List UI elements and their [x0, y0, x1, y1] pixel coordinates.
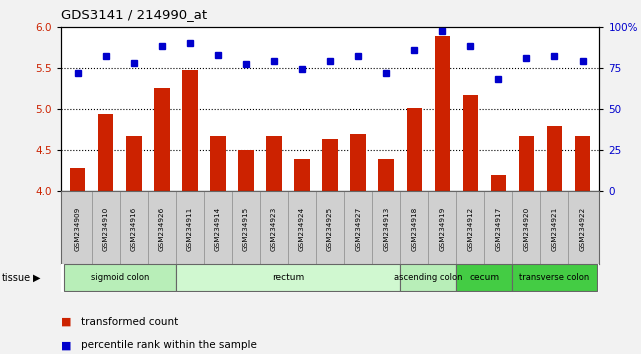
Text: GSM234909: GSM234909 — [75, 207, 81, 251]
Text: GSM234919: GSM234919 — [439, 207, 445, 251]
Text: transformed count: transformed count — [81, 317, 179, 327]
Bar — [182, 70, 197, 191]
Text: rectum: rectum — [272, 273, 304, 282]
Text: GSM234920: GSM234920 — [524, 207, 529, 251]
Text: cecum: cecum — [469, 273, 499, 282]
Text: percentile rank within the sample: percentile rank within the sample — [81, 340, 257, 350]
Text: ascending colon: ascending colon — [394, 273, 463, 282]
Text: GSM234910: GSM234910 — [103, 207, 109, 251]
Text: GSM234913: GSM234913 — [383, 207, 389, 251]
Bar — [547, 126, 562, 191]
Bar — [70, 168, 85, 191]
Bar — [512, 264, 597, 291]
Text: GDS3141 / 214990_at: GDS3141 / 214990_at — [61, 8, 207, 21]
Text: tissue: tissue — [1, 273, 30, 283]
Bar — [351, 133, 366, 191]
Bar — [154, 88, 170, 191]
Bar — [126, 136, 142, 191]
Text: GSM234914: GSM234914 — [215, 207, 221, 251]
Text: GSM234926: GSM234926 — [159, 207, 165, 251]
Bar — [490, 175, 506, 191]
Bar — [456, 264, 512, 291]
Bar — [435, 36, 450, 191]
Text: GSM234912: GSM234912 — [467, 207, 473, 251]
Text: ■: ■ — [61, 340, 71, 350]
Bar — [463, 95, 478, 191]
Text: GSM234917: GSM234917 — [495, 207, 501, 251]
Bar — [322, 139, 338, 191]
Text: GSM234924: GSM234924 — [299, 207, 305, 251]
Text: ▶: ▶ — [33, 273, 41, 283]
Bar — [519, 136, 534, 191]
Bar — [238, 150, 254, 191]
Bar — [210, 136, 226, 191]
Text: sigmoid colon: sigmoid colon — [90, 273, 149, 282]
Bar — [400, 264, 456, 291]
Text: GSM234911: GSM234911 — [187, 207, 193, 251]
Text: GSM234927: GSM234927 — [355, 207, 361, 251]
Text: GSM234921: GSM234921 — [551, 207, 558, 251]
Text: GSM234923: GSM234923 — [271, 207, 277, 251]
Text: GSM234916: GSM234916 — [131, 207, 137, 251]
Bar — [176, 264, 400, 291]
Text: transverse colon: transverse colon — [519, 273, 590, 282]
Text: ■: ■ — [61, 317, 71, 327]
Bar — [575, 136, 590, 191]
Text: GSM234915: GSM234915 — [243, 207, 249, 251]
Text: GSM234918: GSM234918 — [412, 207, 417, 251]
Bar — [98, 114, 113, 191]
Bar — [406, 108, 422, 191]
Bar — [266, 136, 282, 191]
Bar — [378, 159, 394, 191]
Bar — [63, 264, 176, 291]
Bar — [294, 159, 310, 191]
Text: GSM234925: GSM234925 — [327, 207, 333, 251]
Text: GSM234922: GSM234922 — [579, 207, 585, 251]
